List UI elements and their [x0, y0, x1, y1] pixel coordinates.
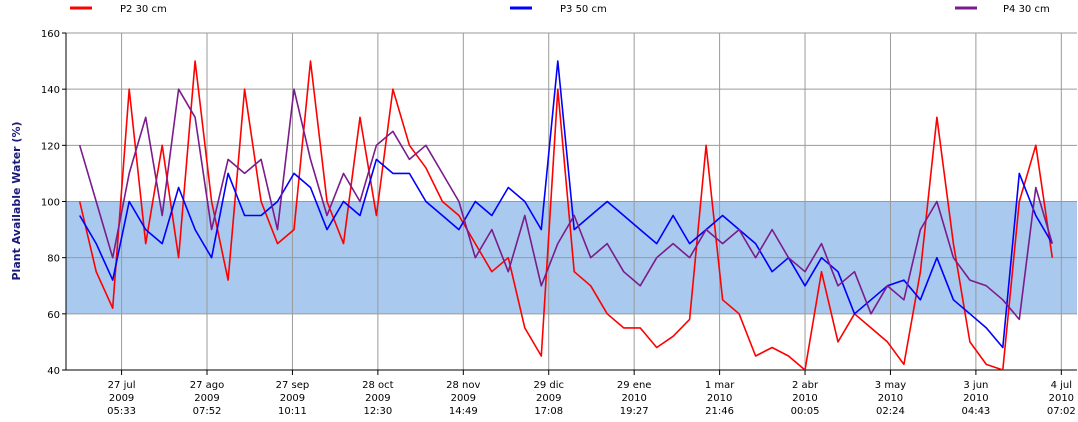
x-tick-label: 2010	[792, 393, 817, 404]
x-tick-label: 2009	[109, 393, 134, 404]
series-line	[79, 60, 1053, 349]
plot-area	[78, 60, 1054, 370]
x-tick-label: 28 nov	[446, 380, 480, 391]
x-tick-label: 2010	[621, 393, 646, 404]
legend-label: P4 30 cm	[1003, 4, 1050, 15]
y-tick-label: 140	[41, 85, 60, 96]
x-tick-label: 2009	[194, 393, 219, 404]
x-tick-label: 2009	[451, 393, 476, 404]
x-tick-label: 27 ago	[190, 380, 225, 391]
x-tick-label: 29 ene	[617, 380, 652, 391]
x-tick-label: 28 oct	[362, 380, 394, 391]
y-axis-label: Plant Available Water (%)	[10, 121, 23, 280]
x-tick-label: 17:08	[534, 406, 563, 417]
x-tick-label: 10:11	[278, 406, 307, 417]
legend-label: P2 30 cm	[120, 4, 167, 15]
x-tick-label: 2010	[707, 393, 732, 404]
x-tick-label: 04:43	[961, 406, 990, 417]
x-tick-label: 3 may	[875, 380, 906, 391]
x-tick-label: 14:49	[449, 406, 478, 417]
x-tick-label: 2010	[878, 393, 903, 404]
x-tick-label: 3 jun	[963, 380, 988, 391]
x-tick-label: 2 abr	[792, 380, 819, 391]
y-tick-label: 80	[47, 254, 60, 265]
x-tick-label: 2009	[280, 393, 305, 404]
y-tick-label: 100	[41, 198, 60, 209]
y-tick-label: 160	[41, 29, 60, 40]
series-line	[78, 88, 1054, 321]
x-tick-label: 00:05	[791, 406, 820, 417]
y-tick-label: 60	[47, 310, 60, 321]
x-tick-label: 29 dic	[533, 380, 564, 391]
x-tick-label: 27 jul	[108, 380, 136, 391]
series-line	[78, 60, 1054, 370]
y-tick-label: 40	[47, 366, 60, 377]
x-tick-label: 4 jul	[1051, 380, 1072, 391]
x-tick-label: 19:27	[620, 406, 649, 417]
x-tick-label: 21:46	[705, 406, 734, 417]
x-tick-label: 2010	[963, 393, 988, 404]
legend-label: P3 50 cm	[560, 4, 607, 15]
x-tick-label: 12:30	[363, 406, 392, 417]
x-tick-label: 1 mar	[705, 380, 735, 391]
x-tick-label: 07:52	[193, 406, 222, 417]
x-tick-label: 2009	[365, 393, 390, 404]
x-tick-label: 07:02	[1047, 406, 1076, 417]
x-tick-label: 02:24	[876, 406, 905, 417]
x-tick-label: 27 sep	[276, 380, 310, 391]
x-tick-label: 05:33	[107, 406, 136, 417]
x-tick-label: 2009	[536, 393, 561, 404]
x-tick-label: 2010	[1049, 393, 1074, 404]
y-tick-label: 120	[41, 141, 60, 152]
